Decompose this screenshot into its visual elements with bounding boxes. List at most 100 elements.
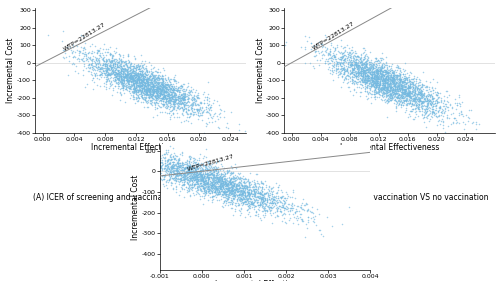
Point	[152, 89, 160, 94]
Point	[91, 64, 99, 69]
Point	[172, 154, 180, 158]
Point	[156, 88, 164, 92]
Point	[170, 94, 177, 98]
Point	[218, 164, 226, 169]
Point	[384, 96, 392, 101]
Point	[332, 64, 340, 68]
Point	[124, 87, 132, 92]
Point	[208, 200, 216, 204]
Point	[148, 85, 156, 89]
Point	[346, 64, 354, 68]
Point	[166, 154, 173, 158]
Point	[302, 202, 310, 207]
Point	[189, 156, 197, 160]
Point	[266, 205, 274, 209]
Point	[162, 82, 170, 87]
Point	[228, 190, 236, 194]
Point	[108, 75, 116, 79]
Point	[449, 120, 457, 124]
Point	[158, 163, 166, 167]
Point	[264, 193, 272, 198]
Point	[172, 104, 179, 109]
Point	[170, 107, 177, 112]
Point	[329, 44, 337, 49]
Point	[156, 158, 164, 162]
Point	[216, 185, 224, 189]
Point	[148, 158, 156, 163]
Point	[159, 95, 167, 99]
Point	[113, 58, 121, 62]
Point	[274, 209, 281, 213]
Point	[382, 94, 390, 98]
Point	[392, 93, 400, 98]
Point	[154, 157, 162, 161]
Point	[356, 69, 364, 74]
Point	[342, 68, 350, 72]
Point	[136, 83, 144, 87]
Point	[132, 65, 140, 70]
Point	[428, 97, 436, 101]
Point	[408, 94, 416, 99]
Point	[207, 185, 215, 190]
Point	[373, 58, 381, 63]
Point	[248, 202, 256, 207]
Point	[164, 147, 172, 152]
Point	[410, 79, 418, 83]
Point	[150, 159, 158, 164]
Point	[428, 112, 436, 116]
Point	[278, 219, 286, 224]
Point	[360, 65, 368, 69]
Point	[110, 58, 118, 62]
Point	[366, 62, 374, 66]
Point	[416, 96, 424, 101]
Point	[264, 196, 272, 201]
Point	[186, 170, 194, 175]
Point	[134, 71, 141, 76]
Point	[226, 171, 234, 176]
Point	[154, 81, 162, 86]
Point	[156, 88, 164, 92]
Point	[180, 166, 188, 171]
Point	[214, 116, 222, 121]
Point	[186, 171, 194, 175]
Point	[390, 97, 398, 102]
Point	[428, 104, 436, 109]
Point	[386, 96, 394, 100]
Point	[190, 173, 198, 177]
Point	[130, 90, 138, 95]
Point	[234, 183, 242, 187]
Point	[132, 74, 140, 79]
Point	[214, 177, 222, 182]
Point	[166, 161, 173, 166]
Point	[364, 82, 372, 86]
Point	[156, 83, 164, 87]
Point	[130, 146, 138, 150]
Point	[226, 186, 234, 191]
Point	[144, 81, 152, 86]
Point	[382, 60, 390, 65]
Point	[360, 58, 368, 62]
Point	[428, 109, 436, 114]
Point	[442, 106, 450, 111]
Point	[216, 186, 224, 191]
Point	[376, 62, 384, 67]
Point	[216, 177, 224, 182]
Point	[150, 82, 158, 87]
Point	[212, 186, 220, 190]
Point	[242, 196, 250, 200]
Point	[348, 68, 356, 73]
Point	[381, 69, 389, 74]
Point	[374, 71, 382, 76]
Point	[134, 71, 142, 75]
Point	[246, 187, 254, 192]
Point	[374, 81, 382, 85]
Point	[214, 178, 222, 183]
Point	[361, 66, 369, 71]
Point	[118, 76, 126, 80]
Point	[418, 95, 426, 99]
Point	[168, 95, 176, 99]
Point	[78, 33, 86, 37]
Point	[142, 81, 150, 85]
Point	[226, 190, 234, 194]
Point	[346, 56, 354, 61]
